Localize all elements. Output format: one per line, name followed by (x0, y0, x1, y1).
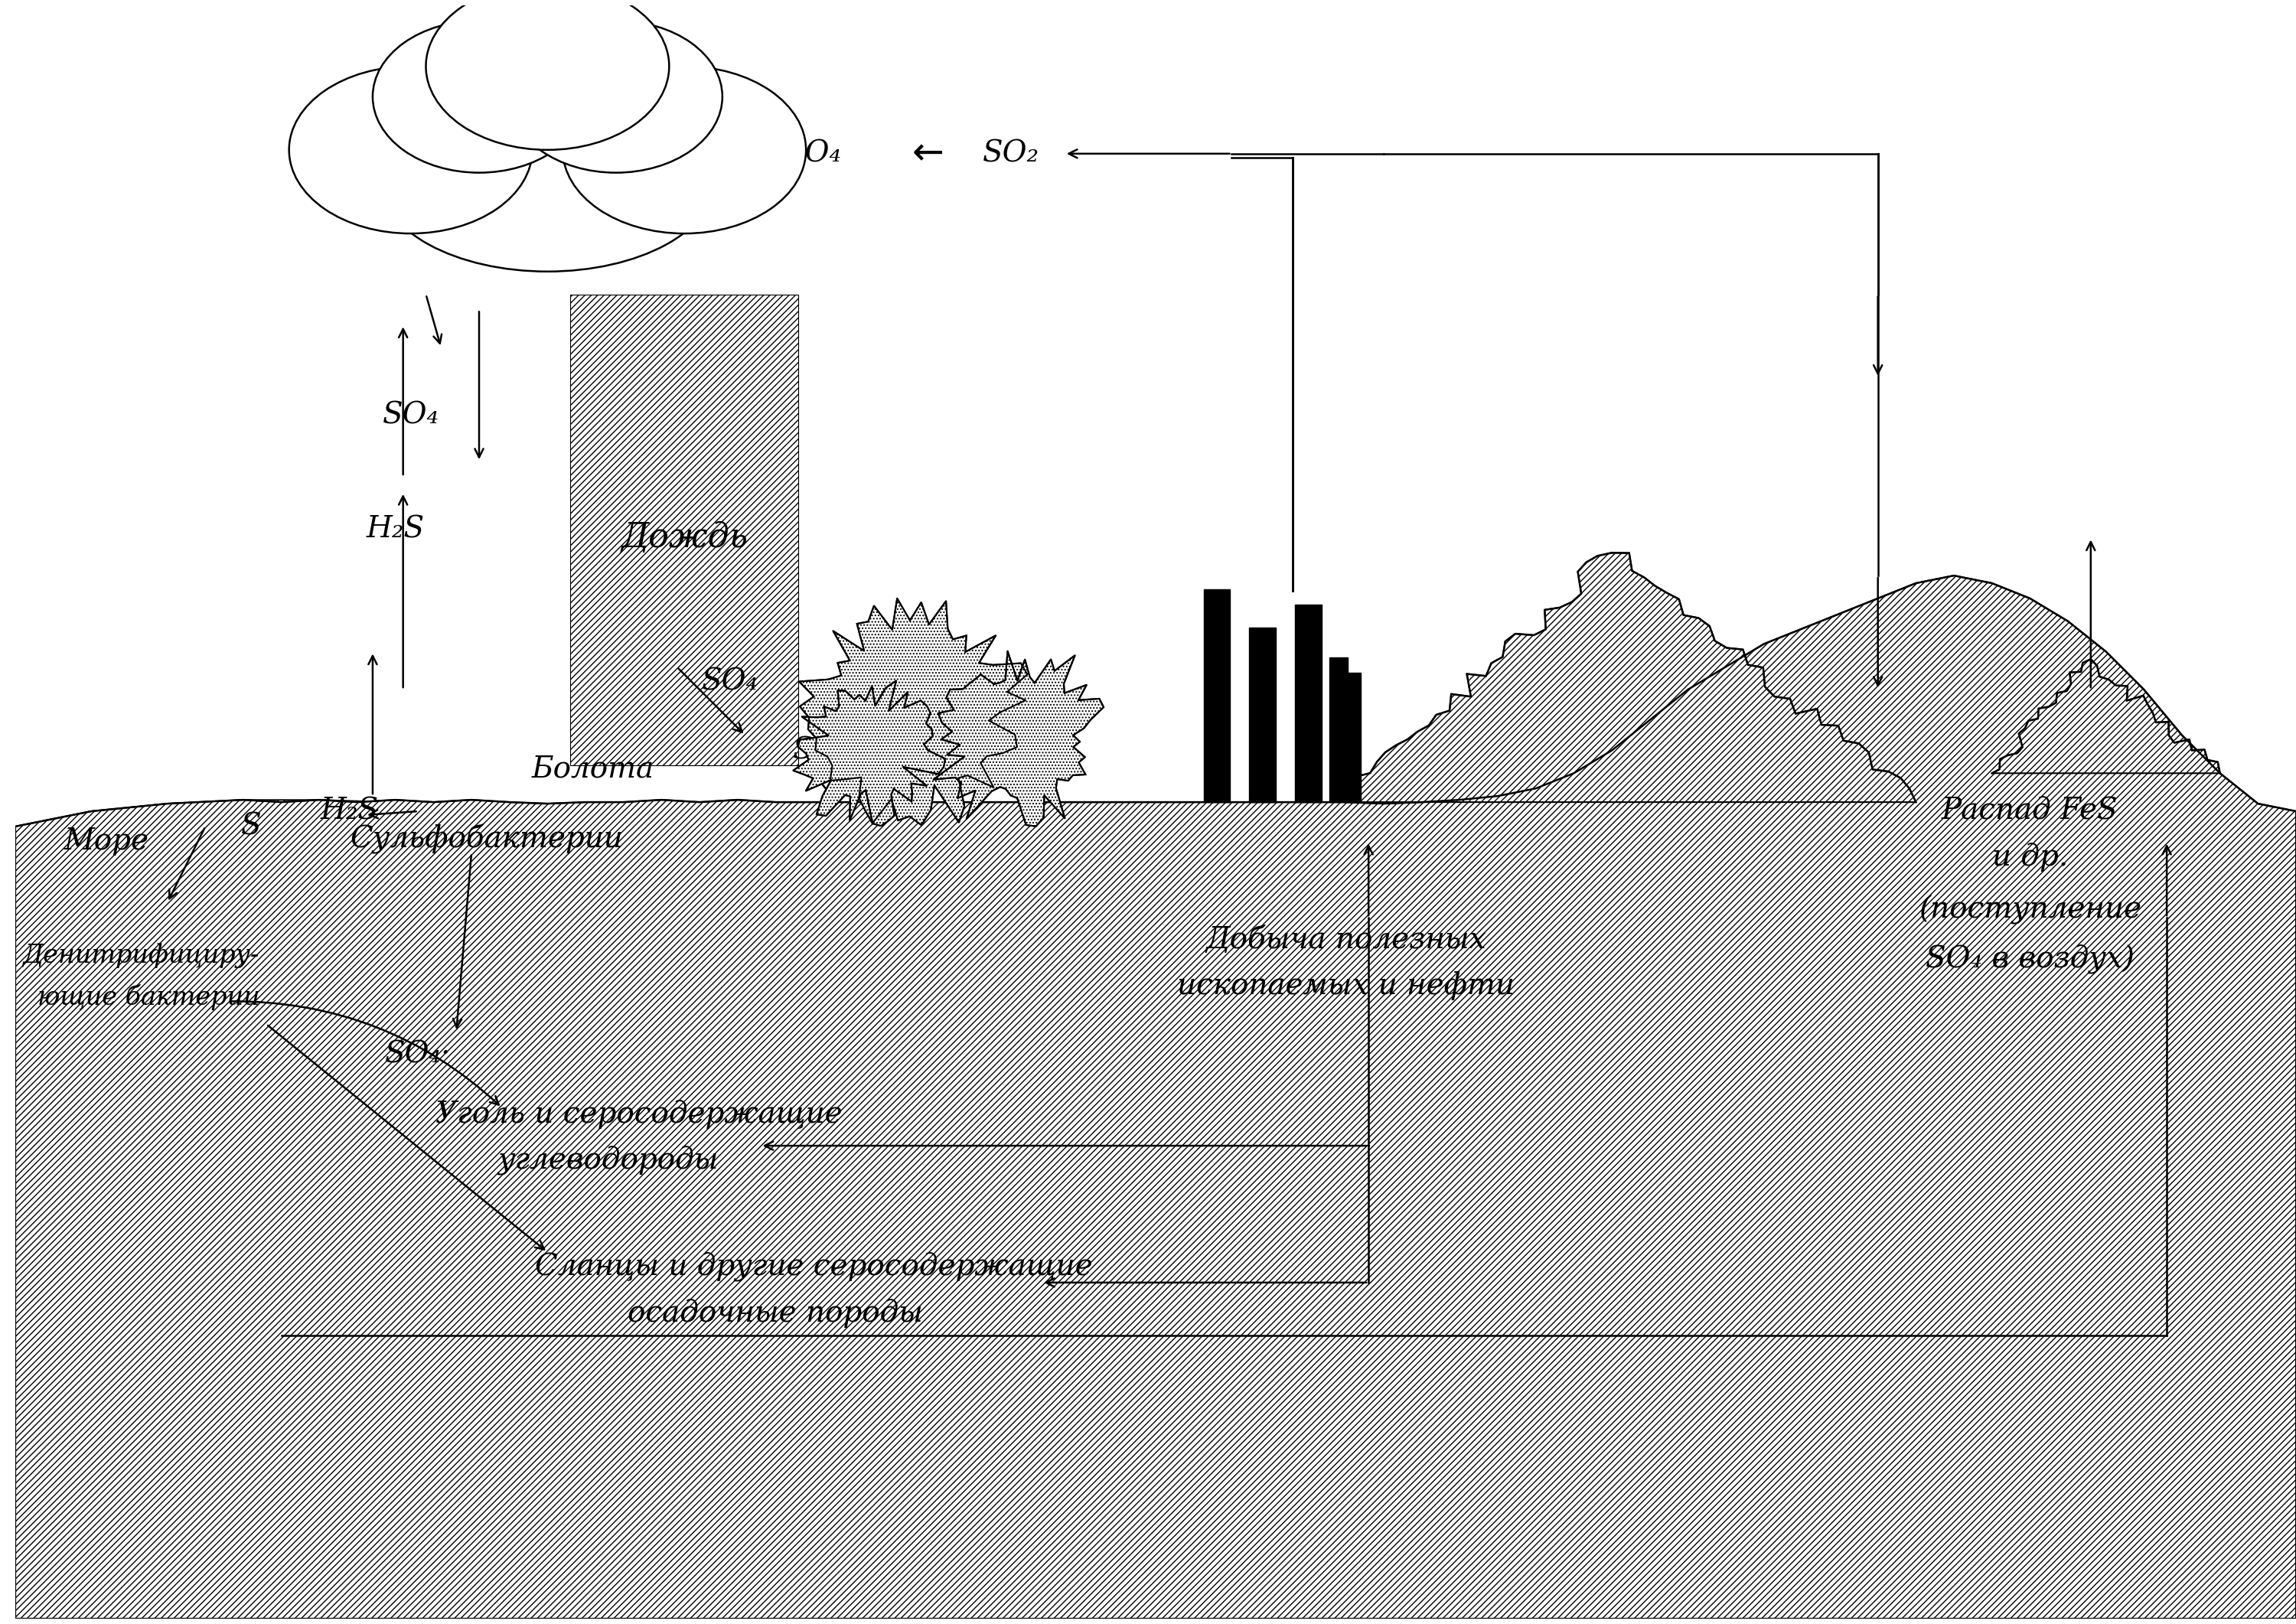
Text: SO₄ в воздух): SO₄ в воздух) (1926, 945, 2135, 974)
Text: SO₂: SO₂ (983, 140, 1040, 167)
Bar (1345, 672, 1362, 802)
Ellipse shape (425, 0, 668, 149)
Bar (1249, 627, 1277, 802)
Text: ←: ← (912, 135, 944, 172)
Text: Болота: Болота (533, 755, 654, 784)
Text: (поступление: (поступление (1919, 895, 2142, 924)
Polygon shape (934, 651, 1104, 827)
Text: Добыча полезных: Добыча полезных (1205, 926, 1486, 955)
Text: SO₄: SO₄ (383, 401, 439, 430)
Text: Море: Море (64, 828, 149, 856)
Polygon shape (799, 598, 1026, 825)
Polygon shape (16, 575, 2296, 1619)
Text: ющие бактерии: ющие бактерии (37, 984, 259, 1010)
Ellipse shape (372, 21, 585, 172)
Bar (1295, 604, 1322, 802)
Text: SO₄: SO₄ (785, 140, 843, 167)
Polygon shape (1993, 659, 2220, 773)
Text: SO₄: SO₄ (792, 736, 850, 765)
Text: Дождь: Дождь (620, 521, 748, 554)
Text: H₂S: H₂S (321, 797, 379, 825)
Text: Сульфобактерии: Сульфобактерии (351, 823, 622, 853)
Ellipse shape (563, 67, 806, 234)
Text: Денитрифициру-: Денитрифициру- (23, 944, 259, 968)
Polygon shape (792, 680, 946, 827)
Ellipse shape (289, 67, 533, 234)
Text: SO₄: SO₄ (703, 667, 758, 697)
Text: и др.: и др. (1993, 843, 2069, 872)
Text: Распад FeS: Распад FeS (1942, 797, 2119, 825)
Text: S: S (241, 812, 262, 841)
Text: углеводороды: углеводороды (498, 1147, 719, 1176)
Polygon shape (16, 801, 395, 1619)
Polygon shape (1345, 552, 1915, 802)
Text: Сланцы и другие серосодержащие: Сланцы и другие серосодержащие (535, 1252, 1093, 1281)
Ellipse shape (510, 21, 723, 172)
Text: осадочные породы: осадочные породы (627, 1299, 923, 1327)
Ellipse shape (381, 89, 714, 271)
Text: H₂S: H₂S (367, 516, 425, 544)
Text: SO₄·: SO₄· (386, 1041, 452, 1069)
Text: ископаемых и нефти: ископаемых и нефти (1178, 971, 1515, 1000)
Bar (1203, 590, 1231, 802)
Bar (1329, 658, 1348, 802)
Text: Уголь и серосодержащие: Уголь и серосодержащие (436, 1101, 843, 1130)
